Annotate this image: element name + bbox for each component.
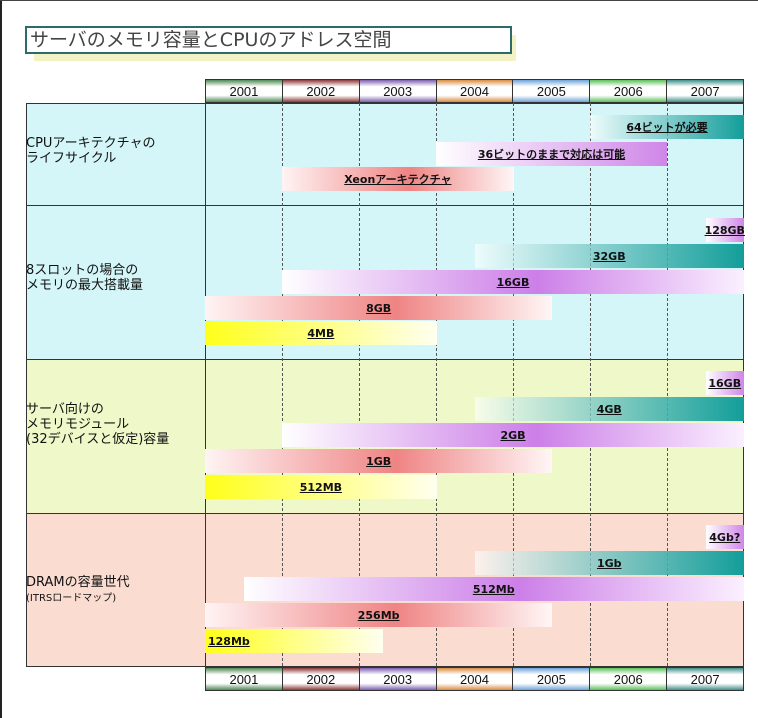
label-column-divider (205, 103, 206, 666)
header-top-year-2007: 2007 (667, 79, 745, 103)
header-top-year-2005: 2005 (513, 79, 591, 103)
section-label-text: 8スロットの場合の メモリの最大搭載量 (26, 263, 144, 293)
gridline-2002 (282, 103, 283, 666)
gridline-2004 (436, 103, 437, 666)
year-header-top: 2001 2002 2003 2004 2005 2006 2007 (205, 79, 745, 103)
timeline-bar-3-2: 4GB (474, 397, 744, 421)
header-bottom-year-2001: 2001 (205, 667, 283, 691)
timeline-bar-1-1: 64ビットが必要 (590, 115, 744, 139)
header-top-year-2001: 2001 (205, 79, 283, 103)
timeline-bar-2-5: 4MB (205, 321, 437, 345)
timeline-bar-2-2: 32GB (474, 244, 744, 268)
header-top-year-2006: 2006 (590, 79, 668, 103)
timeline-bar-label: 4Gb? (709, 530, 741, 544)
header-bottom-year-2004: 2004 (436, 667, 514, 691)
diagram-title: サーバのメモリ容量とCPUのアドレス空間 (25, 26, 512, 54)
year-header-bottom: 2001 2002 2003 2004 2005 2006 2007 (205, 667, 745, 691)
timeline-bar-label: 64ビットが必要 (626, 121, 708, 134)
header-top-year-2003: 2003 (359, 79, 437, 103)
timeline-bar-1-2: 36ビットのままで対応は可能 (436, 142, 667, 166)
section-label-text: サーバ向けの メモリモジュール (32デバイスと仮定)容量 (26, 402, 170, 447)
timeline-bar-label: 36ビットのままで対応は可能 (477, 148, 626, 161)
header-bottom-year-2003: 2003 (359, 667, 437, 691)
timeline-bar-4-5: 128Mb (205, 629, 383, 653)
gridline-2007 (667, 103, 668, 666)
timeline-bar-label: 32GB (592, 249, 626, 263)
gridline-2005 (513, 103, 514, 666)
header-bottom-year-2005: 2005 (513, 667, 591, 691)
section-4-label: DRAMの容量世代 (ITRSロードマップ) (26, 575, 130, 606)
gridline-2006 (590, 103, 591, 666)
timeline-bar-3-4: 1GB (205, 449, 553, 473)
timeline-bar-2-1: 128GB (704, 218, 745, 242)
section-sublabel-text: (ITRSロードマップ) (26, 593, 117, 604)
section-3-label: サーバ向けの メモリモジュール (32デバイスと仮定)容量 (26, 402, 169, 447)
timeline-bar-label: 4GB (596, 402, 622, 416)
timeline-bar-label: 4MB (307, 326, 335, 340)
timeline-bar-label: 2GB (500, 428, 526, 442)
timeline-bar-4-1: 4Gb? (705, 525, 744, 549)
timeline-bar-label: 16GB (496, 275, 530, 289)
timeline-bar-3-3: 2GB (282, 423, 744, 447)
timeline-bar-label: 16GB (708, 376, 742, 390)
timeline-bar-label: 512MB (299, 480, 343, 494)
section-2-label: 8スロットの場合の メモリの最大搭載量 (26, 263, 143, 293)
header-bottom-year-2002: 2002 (282, 667, 360, 691)
frame-left-border (0, 0, 2, 718)
timeline-bar-label: 128GB (704, 223, 745, 237)
timeline-bar-label: 512Mb (472, 582, 515, 596)
section-label-text: DRAMの容量世代 (26, 575, 130, 590)
header-top-year-2004: 2004 (436, 79, 514, 103)
timeline-bar-label: Xeonアーキテクチャ (344, 173, 452, 186)
timeline-bar-2-4: 8GB (205, 296, 553, 320)
section-label-text: CPUアーキテクチャの ライフサイクル (26, 136, 156, 166)
timeline-bar-1-3: Xeonアーキテクチャ (282, 167, 514, 191)
timeline-bar-2-3: 16GB (282, 270, 744, 294)
timeline-bar-3-5: 512MB (205, 475, 437, 499)
gridline-2003 (359, 103, 360, 666)
timeline-bar-label: 1Gb (596, 556, 622, 570)
timeline-bar-4-3: 512Mb (243, 577, 744, 601)
timeline-bar-label: 128Mb (208, 634, 250, 648)
timeline-bar-label: 1GB (366, 454, 392, 468)
header-bottom-year-2007: 2007 (667, 667, 745, 691)
header-top-year-2002: 2002 (282, 79, 360, 103)
timeline-bar-label: 256Mb (357, 608, 400, 622)
timeline-bar-4-2: 1Gb (474, 551, 744, 575)
timeline-bar-4-4: 256Mb (205, 603, 553, 627)
timeline-bar-label: 8GB (366, 301, 392, 315)
section-1-label: CPUアーキテクチャの ライフサイクル (26, 136, 156, 166)
frame-top-border (0, 0, 758, 1)
header-bottom-year-2006: 2006 (590, 667, 668, 691)
timeline-bar-3-1: 16GB (705, 371, 744, 395)
